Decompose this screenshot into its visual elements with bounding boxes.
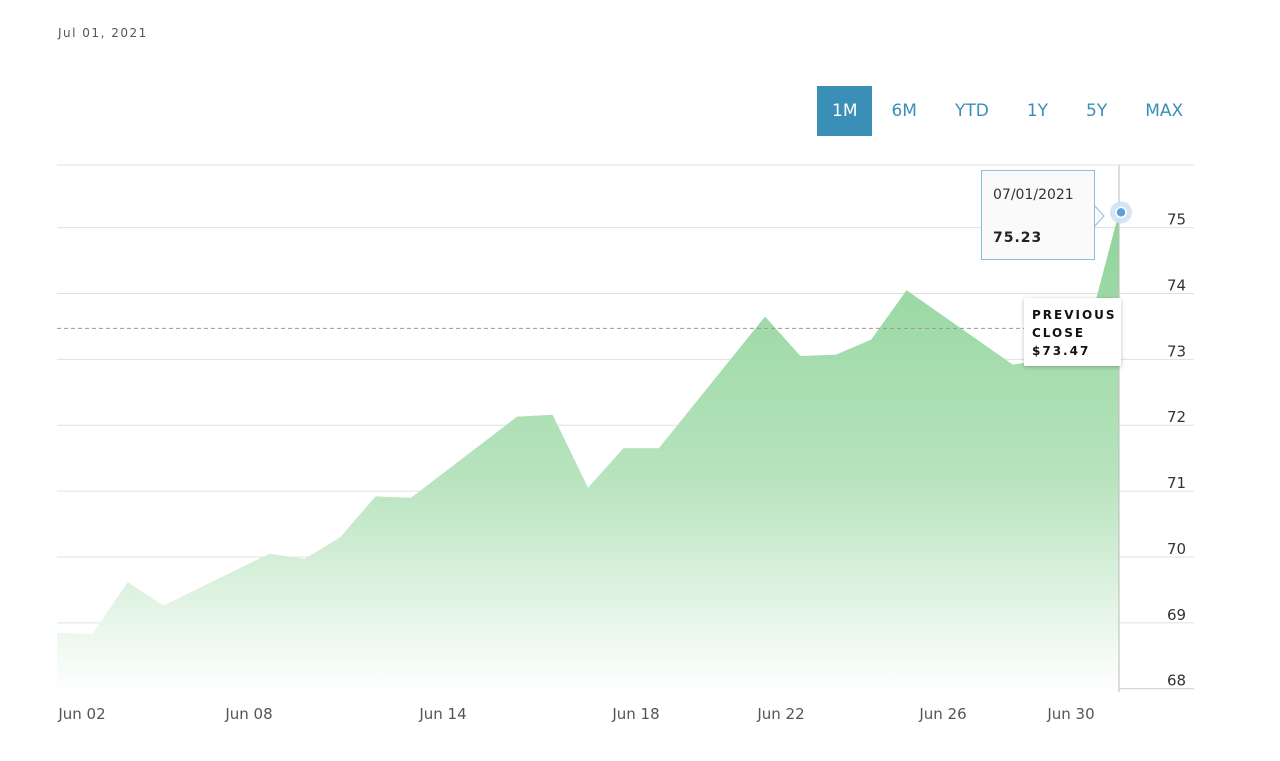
range-6m-button[interactable]: 6M [891,101,917,121]
range-max-button[interactable]: MAX [1145,101,1184,121]
price-tooltip: 07/01/2021 75.23 [981,170,1095,260]
y-tick-label: 70 [1167,540,1186,558]
y-tick-label: 75 [1167,211,1186,229]
tooltip-date: 07/01/2021 [993,187,1074,203]
price-area [57,212,1119,692]
x-tick-label: Jun 14 [418,705,466,723]
hover-point [1115,206,1127,219]
x-tick-label: Jun 08 [224,705,272,723]
y-tick-label: 68 [1167,672,1186,690]
x-tick-label: Jun 18 [611,705,659,723]
y-tick-label: 71 [1167,474,1186,492]
previous-close-label: PREVIOUS CLOSE $73.47 [1024,298,1121,366]
y-tick-label: 69 [1167,606,1186,624]
range-selector: 1M 6M YTD 1Y 5Y MAX [817,86,1202,136]
range-5y-button[interactable]: 5Y [1086,101,1108,121]
x-tick-label: Jun 30 [1046,705,1094,723]
current-date-label: Jul 01, 2021 [58,26,148,40]
range-ytd-button[interactable]: YTD [954,101,989,121]
x-tick-label: Jun 02 [57,705,105,723]
previous-close-title-2: CLOSE [1032,326,1086,340]
previous-close-value: $73.47 [1032,344,1091,358]
range-1y-button[interactable]: 1Y [1026,101,1049,121]
y-tick-label: 73 [1167,342,1186,360]
tooltip-value: 75.23 [993,230,1043,246]
previous-close-title-1: PREVIOUS [1032,308,1117,322]
tooltip-pointer [1093,204,1105,228]
x-tick-label: Jun 22 [756,705,804,723]
y-tick-label: 74 [1167,276,1186,294]
x-tick-label: Jun 26 [918,705,966,723]
range-1m-button[interactable]: 1M [817,86,873,136]
y-tick-label: 72 [1167,408,1186,426]
